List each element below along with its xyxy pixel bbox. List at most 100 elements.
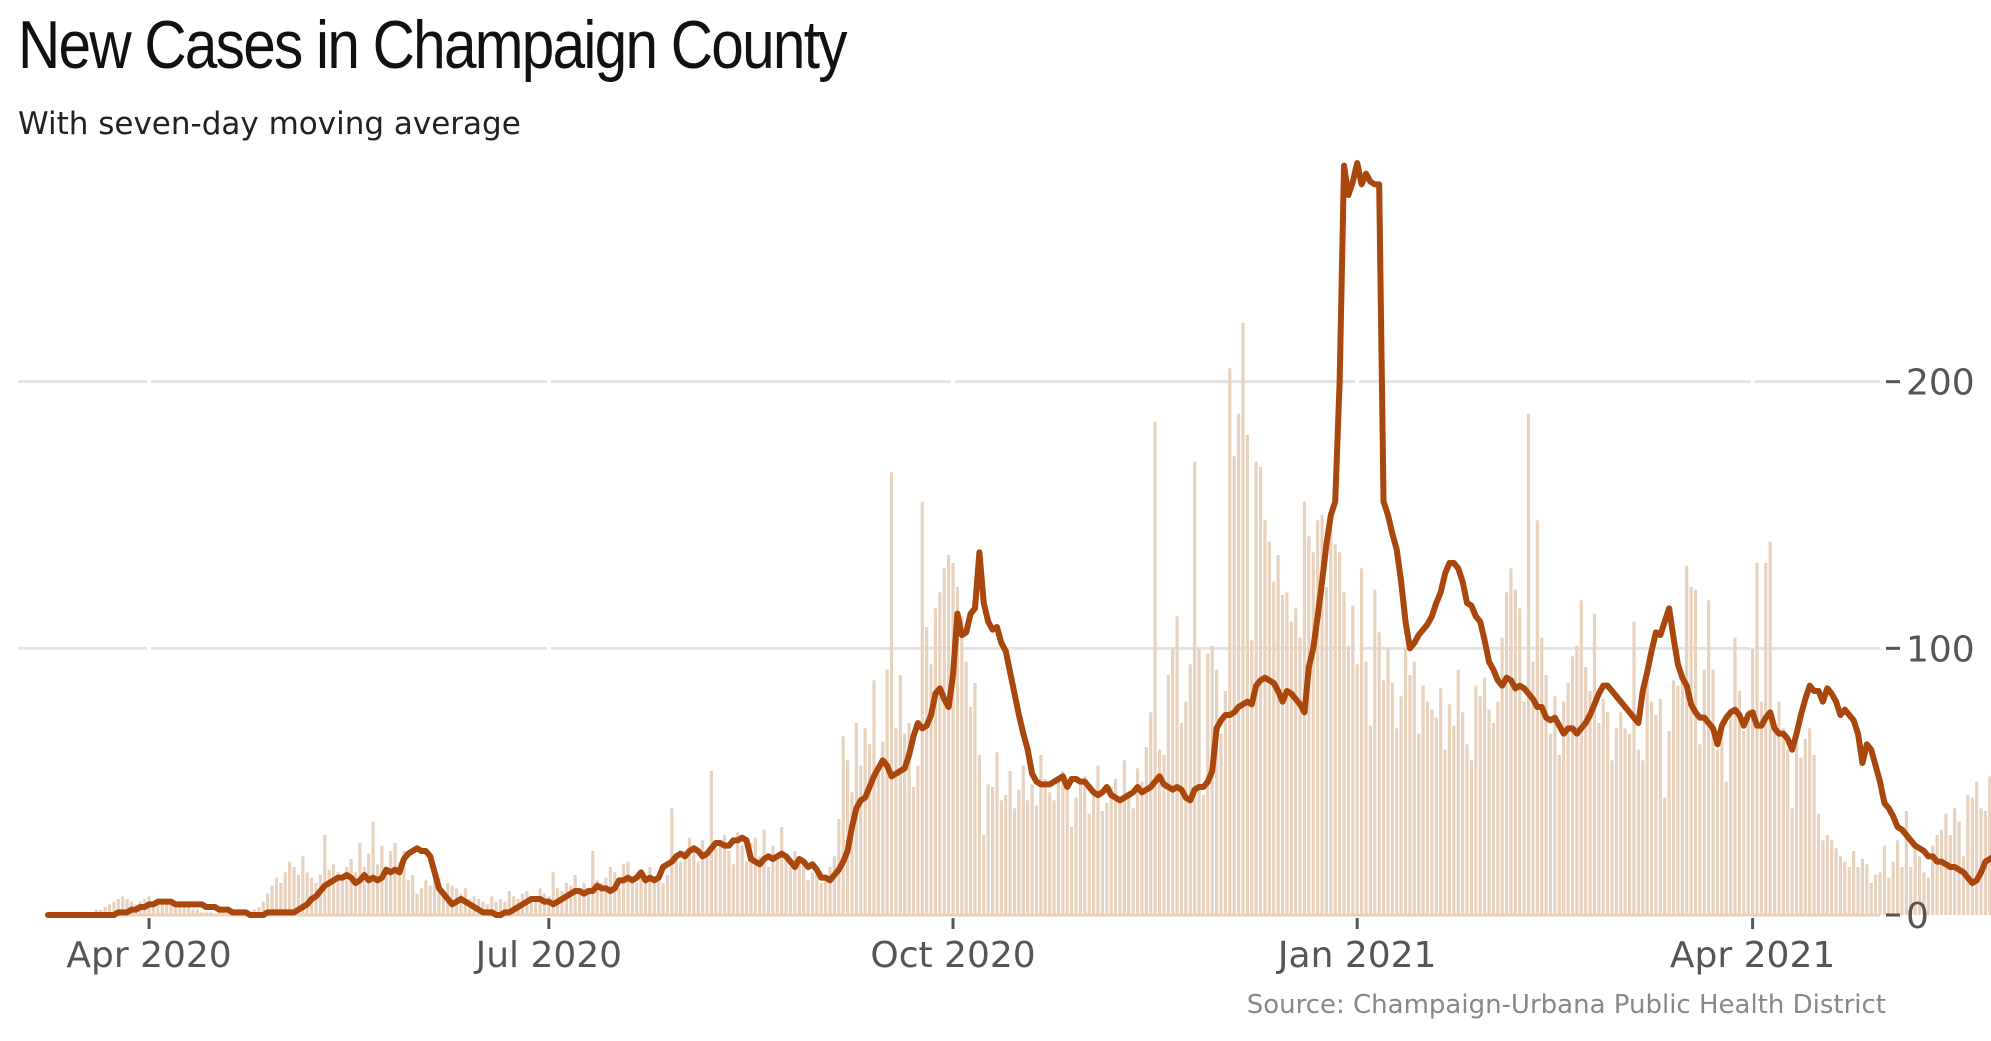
y-tick-label: 100 — [1906, 629, 1975, 670]
daily-bar — [1487, 709, 1491, 915]
daily-bar — [1988, 776, 1991, 915]
daily-bar — [1781, 728, 1785, 915]
daily-bar — [1272, 581, 1276, 915]
daily-bar — [340, 880, 344, 915]
daily-bar — [384, 867, 388, 915]
x-tick-label: Apr 2020 — [66, 935, 231, 976]
daily-bar — [402, 851, 406, 915]
daily-bar — [1856, 867, 1860, 915]
daily-bar — [270, 885, 274, 915]
daily-bar — [1658, 699, 1662, 915]
daily-bar — [1544, 675, 1548, 915]
daily-bar — [1931, 845, 1935, 915]
daily-bar — [257, 907, 261, 915]
moving-average-line — [45, 160, 1991, 918]
daily-bar — [200, 912, 204, 915]
daily-bar — [797, 861, 801, 915]
daily-bar — [1830, 840, 1834, 915]
daily-bar — [419, 888, 424, 915]
daily-bar — [1447, 704, 1452, 915]
daily-bar — [722, 835, 727, 915]
daily-bar — [1588, 691, 1592, 915]
daily-bar — [1324, 587, 1329, 915]
daily-bar — [960, 616, 964, 915]
daily-bar — [1702, 669, 1706, 915]
daily-bar — [683, 851, 687, 915]
daily-bar — [1311, 552, 1315, 915]
daily-bar — [850, 792, 854, 915]
daily-bar — [1882, 845, 1886, 915]
daily-bar — [345, 867, 349, 915]
daily-bar — [955, 587, 959, 915]
daily-bar — [1619, 712, 1623, 915]
daily-bar — [1474, 685, 1478, 915]
daily-bar — [1755, 563, 1759, 915]
daily-bar — [635, 883, 639, 915]
daily-bar — [389, 851, 393, 915]
daily-bar — [112, 901, 116, 915]
source-note: Source: Champaign-Urbana Public Health D… — [1246, 990, 1886, 1020]
daily-bar — [1518, 608, 1522, 915]
daily-bar — [1606, 712, 1610, 915]
daily-bar — [788, 867, 793, 915]
daily-bar — [1939, 829, 1944, 915]
daily-bar — [964, 661, 968, 915]
daily-bar — [995, 752, 999, 915]
daily-bar — [1478, 696, 1482, 915]
daily-bar — [591, 851, 595, 915]
daily-bar — [1333, 544, 1337, 915]
daily-bar — [1746, 709, 1750, 915]
daily-bar — [1241, 323, 1245, 915]
daily-bar — [881, 741, 885, 915]
daily-bar — [1267, 541, 1271, 915]
daily-bar — [512, 896, 516, 915]
daily-bar — [1860, 859, 1865, 915]
daily-bar — [393, 843, 397, 915]
daily-bar — [459, 893, 463, 915]
daily-bar — [1373, 589, 1377, 915]
daily-bar — [1645, 669, 1649, 915]
daily-bar — [621, 864, 626, 915]
daily-bar — [1895, 840, 1900, 915]
daily-bar — [1961, 856, 1966, 915]
daily-bar — [947, 555, 951, 915]
x-tick-label: Apr 2021 — [1670, 935, 1835, 976]
daily-bar — [1236, 413, 1241, 915]
daily-bar — [1386, 648, 1390, 915]
daily-bar — [1566, 683, 1570, 915]
daily-bar — [1636, 749, 1640, 915]
daily-bar — [1926, 877, 1930, 915]
daily-bar — [578, 893, 582, 915]
daily-bar — [1698, 744, 1702, 915]
daily-bar — [1628, 733, 1632, 915]
daily-bar — [1540, 637, 1544, 915]
moving-average-line-group — [45, 160, 1991, 918]
daily-bar — [165, 901, 169, 915]
daily-bar — [1720, 731, 1724, 915]
daily-bar — [1399, 696, 1403, 915]
daily-bar — [1052, 800, 1056, 915]
daily-bar — [1012, 808, 1017, 915]
daily-bar — [1874, 875, 1878, 915]
x-tick-label: Jul 2020 — [474, 935, 623, 976]
daily-bar — [569, 885, 573, 915]
daily-bar — [1364, 661, 1368, 915]
daily-bar — [1184, 701, 1188, 915]
daily-bar — [156, 904, 160, 915]
daily-bar — [1210, 645, 1214, 915]
daily-bar — [1772, 723, 1777, 915]
daily-bar — [494, 901, 498, 915]
daily-bar — [1496, 701, 1500, 915]
chart-title: New Cases in Champaign County — [18, 7, 847, 83]
daily-bar — [204, 912, 208, 915]
daily-bar — [1548, 733, 1553, 915]
daily-bar — [806, 880, 810, 915]
daily-bar — [1408, 675, 1412, 915]
daily-bar — [907, 723, 911, 915]
daily-bar — [925, 627, 929, 915]
daily-bar — [1100, 811, 1104, 915]
daily-bar — [1816, 813, 1821, 915]
daily-bar — [639, 872, 643, 915]
daily-bar — [894, 728, 898, 915]
daily-bar — [1083, 776, 1087, 915]
